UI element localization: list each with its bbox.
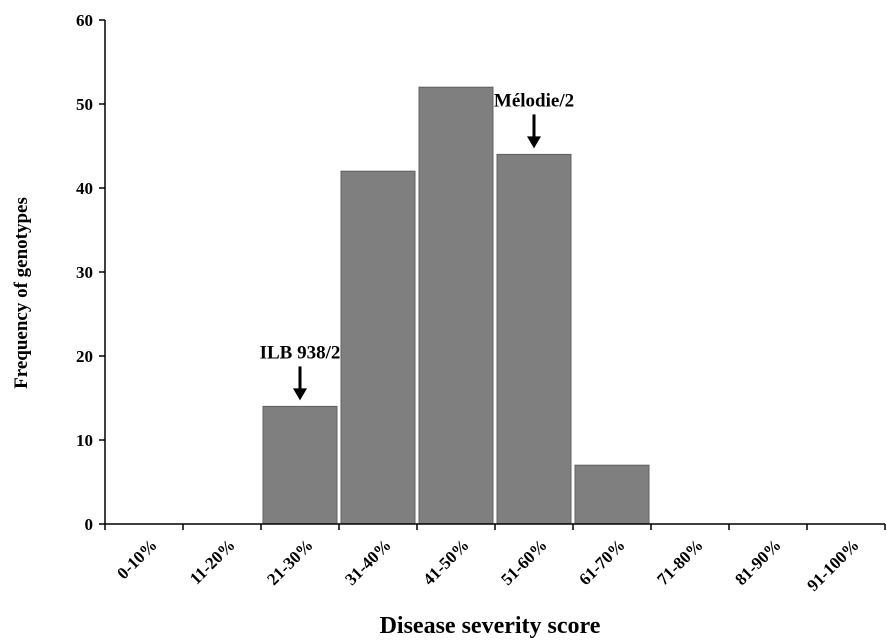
bar-31-40%: [340, 170, 416, 525]
annotation-arrow-head: [293, 388, 307, 401]
x-tick-label: 51-60%: [497, 535, 551, 589]
y-axis-label: Frequency of genotypes: [11, 197, 32, 389]
x-axis-label: Disease severity score: [380, 613, 601, 639]
bar-61-70%: [574, 464, 650, 525]
x-tick-label: 31-40%: [341, 535, 395, 589]
y-tick-label: 0: [85, 515, 94, 534]
y-ticks-group: 0 10 20 30 40 50 60: [76, 11, 105, 534]
x-tick-label: 91-100%: [803, 535, 863, 595]
y-tick-label: 30: [76, 263, 93, 282]
y-tick-label: 50: [76, 95, 93, 114]
x-tick-label: 81-90%: [731, 535, 785, 589]
bar-51-60%: [496, 153, 572, 525]
annotation-arrow-head: [527, 136, 541, 149]
x-tick-label: 11-20%: [186, 535, 239, 588]
annotation-label: ILB 938/2: [260, 342, 341, 363]
bar-41-50%: [418, 86, 494, 525]
x-tick-label: 41-50%: [419, 535, 473, 589]
x-tick-label: 61-70%: [575, 535, 629, 589]
y-tick-label: 20: [76, 347, 93, 366]
x-tick-label: 0-10%: [113, 535, 160, 582]
x-tick-label: 71-80%: [653, 535, 707, 589]
annotations-group: ILB 938/2 Mélodie/2: [260, 90, 574, 401]
y-tick-label: 10: [76, 431, 93, 450]
x-tick-label: 21-30%: [263, 535, 317, 589]
x-ticks-group: 0-10% 11-20% 21-30% 31-40% 41-50% 51-60% 61-70…: [104, 524, 886, 595]
bars-group: [262, 86, 650, 525]
y-tick-label: 60: [76, 11, 93, 30]
annotation-label: Mélodie/2: [494, 90, 574, 111]
y-tick-label: 40: [76, 179, 93, 198]
bar-21-30%: [262, 405, 338, 525]
